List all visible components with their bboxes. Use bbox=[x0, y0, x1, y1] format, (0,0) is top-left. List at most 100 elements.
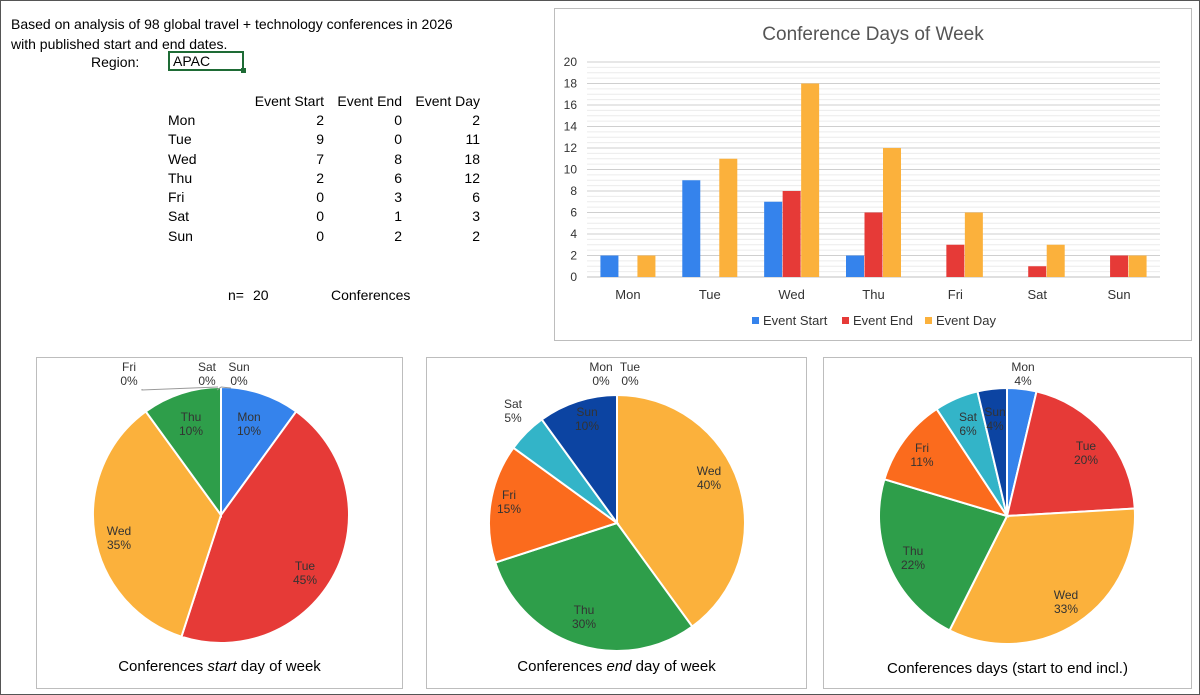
slice-label-mon: Mon 4% bbox=[1011, 360, 1034, 388]
slice-label-name: Sat bbox=[504, 397, 523, 411]
bar-start-tue[interactable] bbox=[682, 180, 701, 277]
table-header-cell: Event Day bbox=[415, 92, 480, 109]
table-value-cell[interactable]: 7 bbox=[316, 150, 324, 167]
pie-slice-wed[interactable] bbox=[92, 410, 223, 638]
table-value-cell[interactable]: 3 bbox=[394, 189, 402, 206]
pie-slice-tue[interactable] bbox=[1005, 390, 1136, 518]
table-value-cell[interactable]: 11 bbox=[465, 131, 480, 148]
table-row: Fri 0 3 6 bbox=[168, 187, 480, 206]
bar-day-sat[interactable] bbox=[1046, 244, 1065, 277]
x-tick-label: Sun bbox=[1108, 287, 1131, 302]
table-day-cell[interactable]: Sat bbox=[168, 208, 190, 225]
pie-chart-days-box[interactable]: Mon 4% Tue 20% Wed 33% Thu 22% Fri 11% Sat 6% Sun 4% C… bbox=[823, 357, 1192, 689]
bar-end-wed[interactable] bbox=[782, 191, 801, 277]
x-tick-label: Wed bbox=[778, 287, 805, 302]
slice-label-name: Sun bbox=[984, 405, 1005, 419]
table-value-cell[interactable]: 0 bbox=[394, 111, 402, 128]
bar-day-thu[interactable] bbox=[883, 148, 901, 277]
table-value-cell[interactable]: 1 bbox=[394, 208, 402, 225]
table-value-cell[interactable]: 6 bbox=[472, 189, 480, 206]
table-value-cell[interactable]: 8 bbox=[394, 150, 402, 167]
table-header-cell bbox=[168, 91, 246, 110]
bar-end-sun[interactable] bbox=[1110, 255, 1129, 278]
bar-chart-box[interactable]: Conference Days of Week 0 2 4 6 8 10 12 14 16 18 20… bbox=[554, 8, 1192, 341]
table-value-cell[interactable]: 0 bbox=[316, 208, 324, 225]
bar-day-sun[interactable] bbox=[1128, 255, 1147, 278]
table-value-cell[interactable]: 0 bbox=[394, 131, 402, 148]
bar-day-mon[interactable] bbox=[637, 255, 656, 278]
pie-slice-sun[interactable] bbox=[976, 386, 1008, 517]
slice-label-tue: Tue 0% bbox=[620, 360, 641, 388]
table-value-cell[interactable]: 2 bbox=[394, 227, 402, 244]
table-value-cell[interactable]: 2 bbox=[316, 111, 324, 128]
pie-slice-thu[interactable] bbox=[494, 521, 694, 652]
bar-day-fri[interactable] bbox=[964, 212, 983, 278]
table-value-cell[interactable]: 2 bbox=[472, 227, 480, 244]
table-day-cell[interactable]: Mon bbox=[168, 111, 196, 128]
bar-end-fri[interactable] bbox=[946, 244, 965, 277]
pie-chart-end-box[interactable]: Mon 0% Tue 0% Wed 40% Thu 30% Fri 15% Sat 5% Sun 10% C… bbox=[426, 357, 807, 689]
pie-chart-start-box[interactable]: Mon 10% Tue 45% Wed 35% Thu 10% Fri 0% Sat 0% Sun 0% C… bbox=[36, 357, 403, 689]
table-value-cell[interactable]: 2 bbox=[316, 169, 324, 186]
bar-start-thu[interactable] bbox=[846, 255, 864, 278]
slice-label-sat: Sat 6% bbox=[959, 410, 978, 438]
pie-slice-fri[interactable] bbox=[488, 446, 620, 564]
y-tick-label: 6 bbox=[570, 206, 577, 220]
slice-label-percent: 0% bbox=[592, 374, 610, 388]
pie-title-emphasis: start bbox=[207, 658, 237, 675]
bar-day-wed[interactable] bbox=[801, 83, 820, 278]
slice-label-percent: 11% bbox=[910, 455, 933, 469]
table-day-cell[interactable]: Thu bbox=[168, 169, 193, 186]
table-value-cell[interactable]: 0 bbox=[316, 227, 324, 244]
table-value-cell[interactable]: 2 bbox=[472, 111, 480, 128]
y-tick-label: 0 bbox=[570, 270, 577, 284]
bar-day-tue[interactable] bbox=[719, 158, 738, 277]
slice-label-name: Sun bbox=[228, 360, 249, 374]
pie-slice-thu[interactable] bbox=[878, 478, 1009, 632]
pie-slice-wed[interactable] bbox=[616, 393, 746, 628]
table-day-cell[interactable]: Wed bbox=[168, 150, 197, 167]
pie-slice-tue[interactable] bbox=[180, 410, 350, 644]
table-day-cell[interactable]: Fri bbox=[168, 189, 185, 206]
bar-end-sat[interactable] bbox=[1028, 266, 1047, 277]
pie-slice-sun[interactable] bbox=[540, 393, 618, 527]
slice-label-wed: Wed 40% bbox=[697, 464, 722, 492]
table-value-cell[interactable]: 3 bbox=[472, 208, 480, 225]
bar-end-thu[interactable] bbox=[864, 212, 883, 278]
table-day-cell[interactable]: Tue bbox=[168, 131, 192, 148]
y-tick-label: 10 bbox=[564, 163, 578, 177]
slice-label-percent: 30% bbox=[572, 617, 596, 631]
leader-line bbox=[141, 386, 219, 391]
bar-start-mon[interactable] bbox=[600, 255, 619, 278]
legend-label-day[interactable]: Event Day bbox=[936, 313, 996, 328]
table-value-cell[interactable]: 12 bbox=[464, 169, 480, 186]
slice-label-name: Thu bbox=[181, 410, 202, 424]
table-value-cell[interactable]: 18 bbox=[464, 150, 480, 167]
slice-label-tue: Tue 20% bbox=[1074, 439, 1098, 467]
legend-swatch-end bbox=[842, 317, 849, 324]
slice-label-percent: 4% bbox=[1014, 374, 1032, 388]
legend-label-end[interactable]: Event End bbox=[853, 313, 913, 328]
pie-slice-fri[interactable] bbox=[883, 407, 1010, 518]
slice-label-mon: Mon 10% bbox=[237, 410, 261, 438]
pie-chart-start: Mon 10%Tue 45%Wed 35%Thu 10%Fri 0%Sat 0%Sun 0%C… bbox=[92, 360, 350, 675]
legend-label-start[interactable]: Event Start bbox=[763, 313, 828, 328]
slice-label-percent: 10% bbox=[237, 424, 261, 438]
slice-label-fri: Fri 11% bbox=[910, 441, 933, 469]
region-input-cell[interactable]: APAC bbox=[168, 51, 246, 73]
leader-line bbox=[216, 386, 222, 391]
table-value-cell[interactable]: 0 bbox=[316, 189, 324, 206]
table-header-cell: Event Start bbox=[254, 92, 324, 109]
pie-slice-thu[interactable] bbox=[144, 385, 222, 519]
y-tick-label: 2 bbox=[570, 249, 577, 263]
pie-title-emphasis: end bbox=[606, 658, 632, 675]
table-day-cell[interactable]: Sun bbox=[168, 227, 193, 244]
x-tick-label: Tue bbox=[699, 287, 721, 302]
bar-start-wed[interactable] bbox=[764, 201, 783, 277]
cell-fill-handle[interactable] bbox=[241, 68, 246, 73]
pie-slice-wed[interactable] bbox=[948, 507, 1136, 645]
slice-label-percent: 10% bbox=[179, 424, 203, 438]
table-value-cell[interactable]: 6 bbox=[394, 169, 402, 186]
table-row: Tue 9 0 11 bbox=[168, 130, 480, 149]
table-value-cell[interactable]: 9 bbox=[316, 131, 324, 148]
